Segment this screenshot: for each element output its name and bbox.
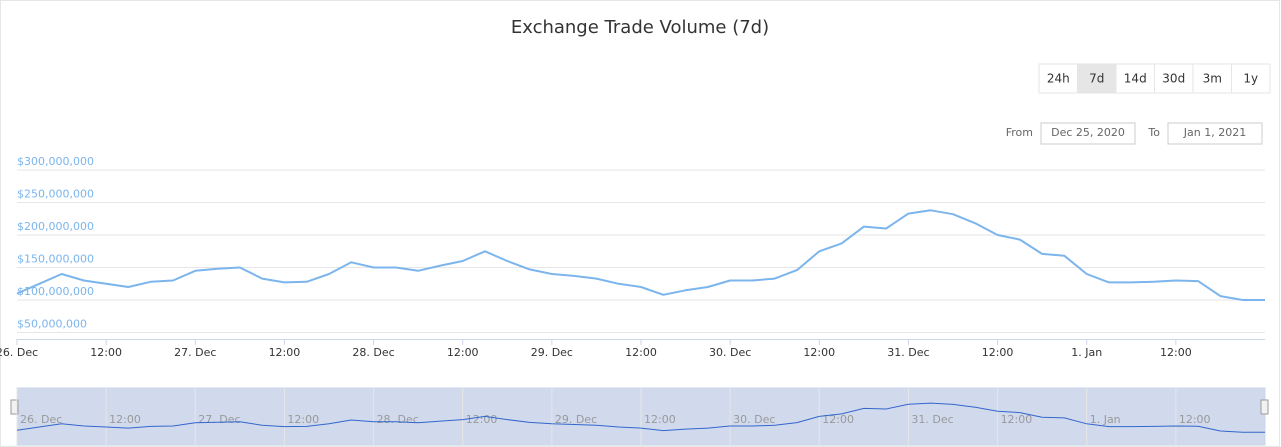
- line: [16, 209, 1265, 301]
- y-tick-label: $50,000,000: [17, 318, 87, 331]
- x-tick-label: 30. Dec: [709, 346, 751, 359]
- nav-tick-label: 31. Dec: [911, 413, 953, 426]
- range-button[interactable]: [1077, 63, 1117, 94]
- nav-tick-label: 30. Dec: [733, 413, 775, 426]
- x-tick-label: 31. Dec: [887, 346, 929, 359]
- y-tick-label: $100,000,000: [17, 285, 94, 298]
- x-tick-label: 26. Dec: [0, 346, 38, 359]
- range-button-label[interactable]: 3m: [1203, 72, 1222, 86]
- from-input[interactable]: [1040, 122, 1136, 145]
- nav-tick-label: 1. Jan: [1090, 413, 1121, 426]
- x-tick-label: 12:00: [982, 346, 1014, 359]
- to-input[interactable]: [1167, 122, 1263, 145]
- x-tick-label: 1. Jan: [1071, 346, 1102, 359]
- x-tick-label: 12:00: [625, 346, 657, 359]
- nav-tick-label: 12:00: [109, 413, 141, 426]
- x-tick-label: 12:00: [803, 346, 835, 359]
- range-button[interactable]: [1231, 63, 1271, 94]
- range-button[interactable]: [1192, 63, 1232, 94]
- range-button[interactable]: [1154, 63, 1194, 94]
- range-button-label[interactable]: 24h: [1047, 72, 1070, 86]
- x-tick-label: 12:00: [269, 346, 301, 359]
- x-tick-label: 28. Dec: [352, 346, 394, 359]
- nav-line: [16, 402, 1265, 433]
- range-button[interactable]: [1115, 63, 1155, 94]
- from-date[interactable]: Dec 25, 2020: [1051, 126, 1125, 139]
- nav-tick-label: 12:00: [466, 413, 498, 426]
- nav-tick-label: 28. Dec: [377, 413, 419, 426]
- from-label: From: [1006, 126, 1033, 139]
- x-tick-label: 12:00: [1160, 346, 1192, 359]
- range-button-label[interactable]: 7d: [1089, 72, 1104, 86]
- nav-tick-label: 12:00: [644, 413, 676, 426]
- nav-handle[interactable]: [10, 399, 19, 415]
- chart-title: Exchange Trade Volume (7d): [511, 17, 769, 38]
- range-button-label[interactable]: 14d: [1124, 72, 1147, 86]
- nav-tick-label: 26. Dec: [20, 413, 62, 426]
- x-tick-label: 29. Dec: [531, 346, 573, 359]
- x-tick-label: 12:00: [447, 346, 479, 359]
- x-tick-label: 12:00: [90, 346, 122, 359]
- nav-tick-label: 12:00: [1179, 413, 1211, 426]
- range-button-label[interactable]: 30d: [1162, 72, 1185, 86]
- nav-tick-label: 12:00: [1001, 413, 1033, 426]
- x-tick-label: 27. Dec: [174, 346, 216, 359]
- nav-handle[interactable]: [1260, 399, 1269, 415]
- nav-tick-label: 29. Dec: [555, 413, 597, 426]
- range-button-label[interactable]: 1y: [1243, 72, 1258, 86]
- nav-tick-label: 12:00: [287, 413, 319, 426]
- nav-tick-label: 12:00: [822, 413, 854, 426]
- nav-tick-label: 27. Dec: [198, 413, 240, 426]
- y-tick-label: $150,000,000: [17, 253, 94, 266]
- range-button[interactable]: [1038, 63, 1078, 94]
- y-tick-label: $300,000,000: [17, 155, 94, 168]
- to-date[interactable]: Jan 1, 2021: [1183, 126, 1246, 139]
- y-tick-label: $250,000,000: [17, 188, 94, 201]
- to-label: To: [1147, 126, 1160, 139]
- y-tick-label: $200,000,000: [17, 220, 94, 233]
